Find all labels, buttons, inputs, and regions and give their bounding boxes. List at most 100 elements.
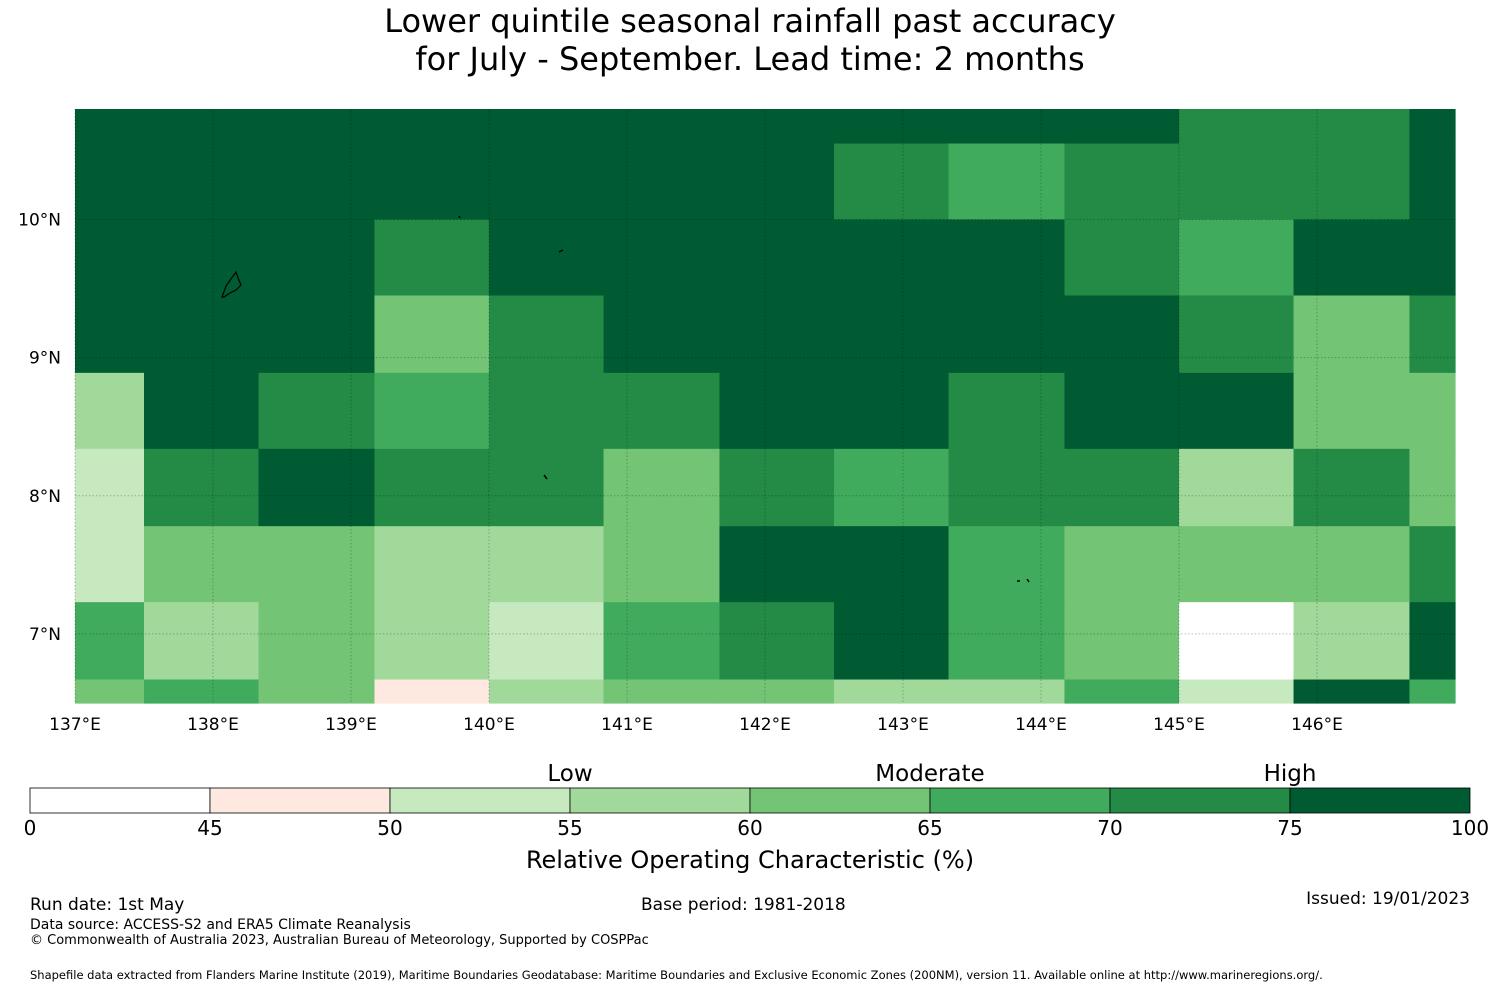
island-outline <box>458 215 461 219</box>
map-cell <box>374 143 490 221</box>
map-cell <box>258 526 376 603</box>
map-cell <box>1293 143 1411 221</box>
map-cell <box>719 109 835 145</box>
shapefile-credit: Shapefile data extracted from Flanders M… <box>30 968 1323 982</box>
map-cell <box>719 679 835 704</box>
map-cell <box>1409 602 1456 681</box>
data-source: Data source: ACCESS-S2 and ERA5 Climate … <box>30 917 411 933</box>
colorbar-tick-label: 60 <box>737 816 762 840</box>
map-cell <box>144 602 260 681</box>
map-cell <box>144 143 260 221</box>
map-cell <box>1064 372 1180 450</box>
longitude-tick-label: 137°E <box>49 715 101 735</box>
colorbar-segment <box>929 787 1111 814</box>
colorbar-tick-label: 0 <box>24 816 37 840</box>
longitude-tick-label: 146°E <box>1291 715 1343 735</box>
colorbar <box>29 787 1471 814</box>
graticule <box>74 109 1455 703</box>
map-cell <box>603 602 721 681</box>
map-cell <box>489 295 605 374</box>
map-cell <box>834 372 950 450</box>
map-cell <box>75 109 145 145</box>
map-cell <box>1064 679 1180 704</box>
map-cell <box>948 109 1066 145</box>
map-cell <box>1064 143 1180 221</box>
colorbar-segment <box>29 787 211 814</box>
colorbar-tick-label: 65 <box>917 816 942 840</box>
map-cell <box>144 372 260 450</box>
map-cell <box>144 679 260 704</box>
map-cell <box>1064 602 1180 681</box>
map-cell <box>603 372 721 450</box>
map-cell <box>603 679 721 704</box>
map-cell <box>489 372 605 450</box>
map-cell <box>1293 448 1411 527</box>
map-cell <box>374 526 490 603</box>
longitude-labels: 137°E 138°E 139°E 140°E 141°E 142°E 143°E 144°E… <box>49 715 1343 735</box>
map-cell <box>834 448 950 527</box>
colorbar-tick-label: 70 <box>1097 816 1122 840</box>
map-cell <box>834 295 950 374</box>
map-cells <box>75 109 1456 704</box>
map-cell <box>834 143 950 221</box>
map-cell <box>144 526 260 603</box>
map-cell <box>1409 219 1456 297</box>
copyright: © Commonwealth of Australia 2023, Austra… <box>30 933 649 948</box>
latitude-tick-label: 10°N <box>18 211 61 231</box>
colorbar-segment <box>749 787 931 814</box>
issued-date: Issued: 19/01/2023 <box>1306 889 1470 909</box>
map-cell <box>258 143 376 221</box>
map-cell <box>1179 372 1295 450</box>
map-cell <box>258 679 376 704</box>
colorbar-category-label: Moderate <box>875 761 984 787</box>
map-cell <box>258 295 376 374</box>
map-cell <box>603 143 721 221</box>
map-cell <box>1179 679 1295 704</box>
map-cell <box>1293 679 1411 704</box>
colorbar-label: Relative Operating Characteristic (%) <box>526 846 974 874</box>
chart-title-line-2: for July - September. Lead time: 2 month… <box>415 40 1085 78</box>
map-cell <box>374 295 490 374</box>
map-cell <box>489 143 605 221</box>
map-cell <box>948 526 1066 603</box>
map-cell <box>258 448 376 527</box>
map-cell <box>258 219 376 297</box>
colorbar-category-labels: Low Moderate High <box>547 761 1316 787</box>
island-outline <box>1017 578 1030 583</box>
colorbar-tick-label: 45 <box>197 816 222 840</box>
island-outline <box>558 249 564 253</box>
map-cell <box>75 602 145 681</box>
colorbar-segment <box>209 787 391 814</box>
map-cell <box>75 372 145 450</box>
map-cell <box>1064 295 1180 374</box>
map-cell <box>1409 109 1456 145</box>
map-cell <box>719 526 835 603</box>
map-cell <box>1409 679 1456 704</box>
map-cell <box>144 295 260 374</box>
map-cell <box>258 602 376 681</box>
colorbar-tick-label: 50 <box>377 816 402 840</box>
map-cell <box>834 526 950 603</box>
map-cell <box>834 109 950 145</box>
latitude-tick-label: 9°N <box>29 349 61 369</box>
map-cell <box>75 295 145 374</box>
colorbar-segment <box>569 787 751 814</box>
map-cell <box>1293 219 1411 297</box>
longitude-tick-label: 139°E <box>325 715 377 735</box>
map-cell <box>1293 295 1411 374</box>
map-cell <box>258 109 376 145</box>
map-cell <box>1064 526 1180 603</box>
map-cell <box>1179 448 1295 527</box>
run-date: Run date: 1st May <box>30 895 185 915</box>
map-cell <box>1179 219 1295 297</box>
map-cell <box>144 219 260 297</box>
colorbar-segment <box>1289 787 1471 814</box>
map-cell <box>1293 372 1411 450</box>
map-cell <box>374 448 490 527</box>
map-cell <box>948 219 1066 297</box>
map-cell <box>374 679 490 704</box>
map-cell <box>1179 109 1295 145</box>
longitude-tick-label: 144°E <box>1015 715 1067 735</box>
island-outline <box>543 474 548 480</box>
latitude-labels: 10°N 9°N 8°N 7°N <box>18 211 61 645</box>
